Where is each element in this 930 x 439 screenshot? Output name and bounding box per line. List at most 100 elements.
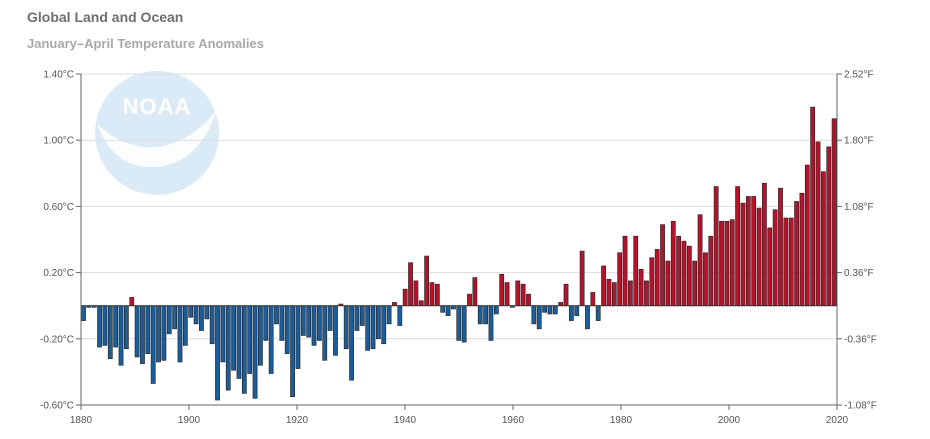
bar-1964 <box>531 305 537 325</box>
bar-1997 <box>708 235 714 307</box>
bar-2016 <box>810 106 816 307</box>
bar-1901 <box>193 305 199 325</box>
x-tick-label-2020: 2020 <box>826 415 849 426</box>
bar-2008 <box>767 227 773 306</box>
bar-1919 <box>290 305 295 398</box>
bar-1994 <box>692 260 698 307</box>
bar-1996 <box>703 252 708 307</box>
bar-2004 <box>745 196 751 307</box>
bar-1963 <box>526 293 531 306</box>
bar-1970 <box>563 283 569 306</box>
bar-1986 <box>649 257 655 306</box>
bar-1952 <box>467 293 472 306</box>
bar-2015 <box>804 164 810 306</box>
bar-2018 <box>821 171 826 306</box>
y-right-tick-label-1: 1.80°F <box>844 136 874 147</box>
y-axis-fahrenheit: 2.52°F 1.80°F 1.08°F 0.36°F -0.36°F -1.08°F <box>837 70 877 412</box>
bar-1977 <box>601 265 606 307</box>
bar-1904 <box>209 305 215 345</box>
bar-1985 <box>644 280 649 307</box>
bar-1910 <box>241 305 247 394</box>
bar-1972 <box>574 305 580 316</box>
bar-1891 <box>140 305 145 364</box>
bar-1925 <box>322 305 328 361</box>
bar-1987 <box>654 249 660 306</box>
x-tick-label-1980: 1980 <box>610 415 633 426</box>
bar-2011 <box>783 217 789 306</box>
y-left-tick-label-0: 1.40°C <box>43 70 74 81</box>
y-left-tick-label-5: -0.60°C <box>40 401 74 412</box>
bar-1978 <box>606 278 612 307</box>
bar-1973 <box>579 250 585 307</box>
x-axis-labels: 1880 1900 1920 1940 1960 1980 2000 2020 <box>70 405 849 426</box>
y-right-tick-label-3: 0.36°F <box>844 268 874 279</box>
bar-1885 <box>107 305 113 359</box>
bar-1908 <box>231 305 236 371</box>
bar-1968 <box>552 305 558 315</box>
bar-1897 <box>172 305 178 330</box>
bar-1888 <box>123 305 129 350</box>
bar-1930 <box>349 305 354 381</box>
bar-1887 <box>118 305 124 366</box>
bar-1959 <box>504 282 510 306</box>
noaa-logo: NOAA <box>95 71 219 195</box>
chart-subtitle: January–April Temperature Anomalies <box>27 36 264 51</box>
bar-1945 <box>429 282 435 306</box>
bar-1958 <box>499 273 505 307</box>
bar-1983 <box>633 235 639 307</box>
bar-1947 <box>440 305 446 313</box>
bar-1886 <box>113 305 119 348</box>
bar-1967 <box>547 305 553 315</box>
bar-2002 <box>735 186 740 306</box>
bar-1939 <box>397 305 403 326</box>
bar-1944 <box>424 255 430 306</box>
axes <box>80 74 838 406</box>
noaa-logo-circle <box>95 71 219 195</box>
y-left-tick-label-4: -0.20°C <box>40 334 74 345</box>
x-tick-label-1920: 1920 <box>286 415 309 426</box>
bar-1892 <box>145 305 151 354</box>
bar-1931 <box>354 305 360 331</box>
bar-1971 <box>569 305 574 321</box>
bar-2003 <box>740 202 746 306</box>
bar-1965 <box>536 305 542 330</box>
bar-1962 <box>520 283 526 306</box>
bar-2012 <box>788 217 794 306</box>
bar-2020 <box>831 118 837 306</box>
bar-1911 <box>247 305 253 374</box>
y-left-tick-label-3: 0.20°C <box>43 268 74 279</box>
bar-1902 <box>199 305 204 331</box>
bar-1927 <box>333 305 338 356</box>
bar-1948 <box>445 305 451 316</box>
bar-1889 <box>129 297 135 306</box>
bar-1966 <box>542 305 547 313</box>
bar-2006 <box>756 207 762 306</box>
bar-1924 <box>317 305 322 341</box>
bar-2001 <box>729 219 735 306</box>
bar-1993 <box>686 245 692 306</box>
bar-1896 <box>166 305 172 335</box>
bar-1979 <box>611 282 617 306</box>
chart-title: Global Land and Ocean <box>27 9 184 25</box>
bar-1998 <box>713 186 719 306</box>
bar-1907 <box>225 305 231 391</box>
bar-2000 <box>724 220 730 306</box>
bar-1941 <box>408 262 413 307</box>
bar-1894 <box>156 305 161 363</box>
x-tick-label-1960: 1960 <box>502 415 525 426</box>
y-right-tick-label-2: 1.08°F <box>844 202 874 213</box>
bar-1955 <box>483 305 488 325</box>
bar-1940 <box>402 288 408 306</box>
bar-1976 <box>595 305 601 321</box>
bar-1918 <box>284 305 290 354</box>
bar-1880 <box>81 305 86 321</box>
noaa-logo-text: NOAA <box>123 94 192 119</box>
bar-1937 <box>386 305 392 325</box>
bar-1890 <box>134 305 140 358</box>
x-tick-label-2000: 2000 <box>718 415 741 426</box>
bar-1900 <box>188 305 194 318</box>
bar-1980 <box>617 252 623 307</box>
bar-1898 <box>177 305 183 363</box>
bar-1995 <box>697 214 703 307</box>
bar-1909 <box>236 305 242 379</box>
